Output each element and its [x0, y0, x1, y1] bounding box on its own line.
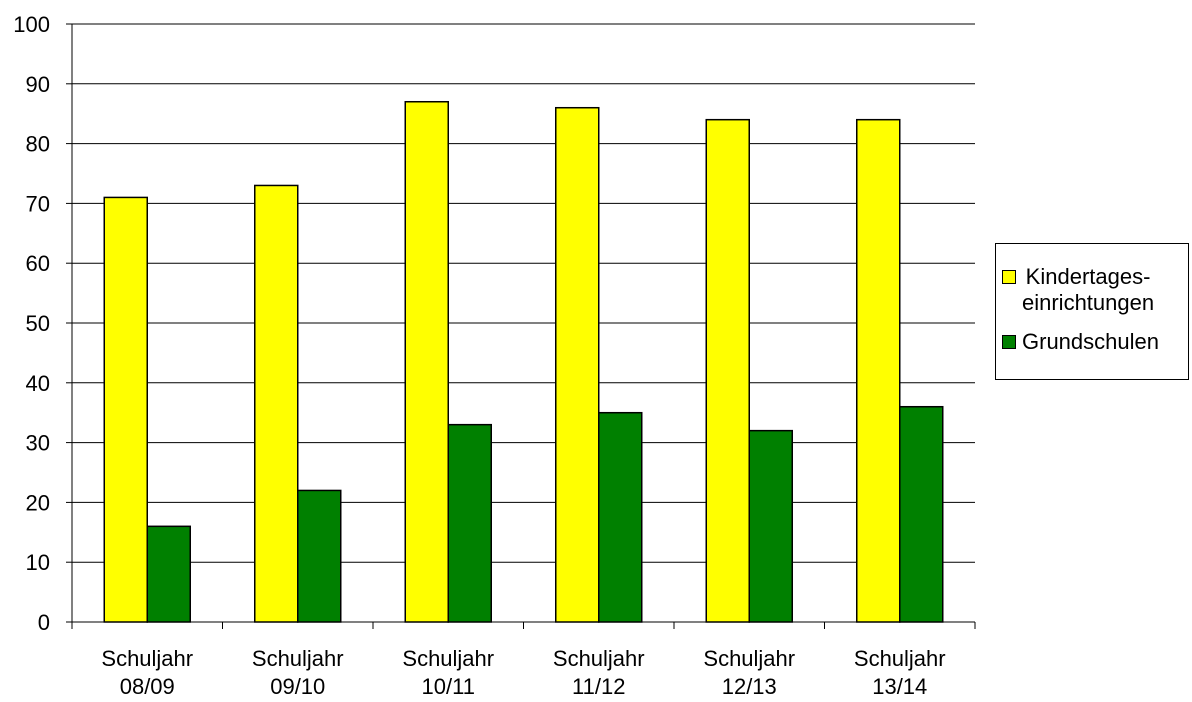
- x-tick-label: Schuljahr 13/14: [854, 646, 946, 699]
- bar-grundschulen: [748, 429, 793, 623]
- bar-kindertageseinrichtungen: [254, 184, 299, 623]
- legend-item-grundschulen: Grundschulen: [1002, 329, 1159, 355]
- bar-grundschulen: [297, 489, 342, 623]
- bar-kindertageseinrichtungen: [404, 100, 449, 623]
- bar-kindertageseinrichtungen: [856, 118, 901, 623]
- legend-swatch-kindertageseinrichtungen: [1002, 270, 1016, 284]
- bar-grundschulen: [146, 525, 191, 623]
- x-tick-label: Schuljahr 09/10: [252, 646, 344, 699]
- y-tick-label: 40: [26, 371, 50, 396]
- y-tick-label: 70: [26, 191, 50, 216]
- legend: Kindertages- einrichtungen Grundschulen: [995, 243, 1189, 380]
- bar-kindertageseinrichtungen: [555, 106, 600, 623]
- bar-grundschulen: [447, 423, 492, 623]
- y-tick-label: 30: [26, 431, 50, 456]
- bar-kindertageseinrichtungen: [705, 118, 750, 623]
- legend-label-kindertageseinrichtungen: Kindertages- einrichtungen: [1022, 264, 1155, 315]
- legend-swatch-grundschulen: [1002, 335, 1016, 349]
- x-tick-label: Schuljahr 10/11: [402, 646, 494, 699]
- legend-item-kindertageseinrichtungen: Kindertages- einrichtungen: [1002, 264, 1154, 316]
- x-tick-label: Schuljahr 08/09: [101, 646, 193, 699]
- y-tick-label: 90: [26, 72, 50, 97]
- y-tick-label: 80: [26, 132, 50, 157]
- bar-grundschulen: [899, 405, 944, 623]
- y-tick-label: 100: [13, 12, 50, 37]
- y-tick-label: 20: [26, 490, 50, 515]
- y-tick-label: 10: [26, 550, 50, 575]
- bars: [103, 100, 944, 623]
- x-tick-label: Schuljahr 11/12: [553, 646, 645, 699]
- y-tick-label: 60: [26, 251, 50, 276]
- x-axis-ticks: Schuljahr 08/09 Schuljahr 09/10 Schuljahr 10/…: [71, 622, 976, 699]
- bar-kindertageseinrichtungen: [103, 196, 148, 623]
- x-tick-label: Schuljahr 12/13: [703, 646, 795, 699]
- bar-grundschulen: [598, 411, 643, 623]
- y-axis-ticks: 0 10 20 30 40 50 60 70 80 90 100: [13, 12, 72, 635]
- gridlines: [72, 23, 975, 563]
- legend-label-grundschulen: Grundschulen: [1022, 329, 1159, 354]
- y-tick-label: 50: [26, 311, 50, 336]
- y-tick-label: 0: [38, 610, 50, 635]
